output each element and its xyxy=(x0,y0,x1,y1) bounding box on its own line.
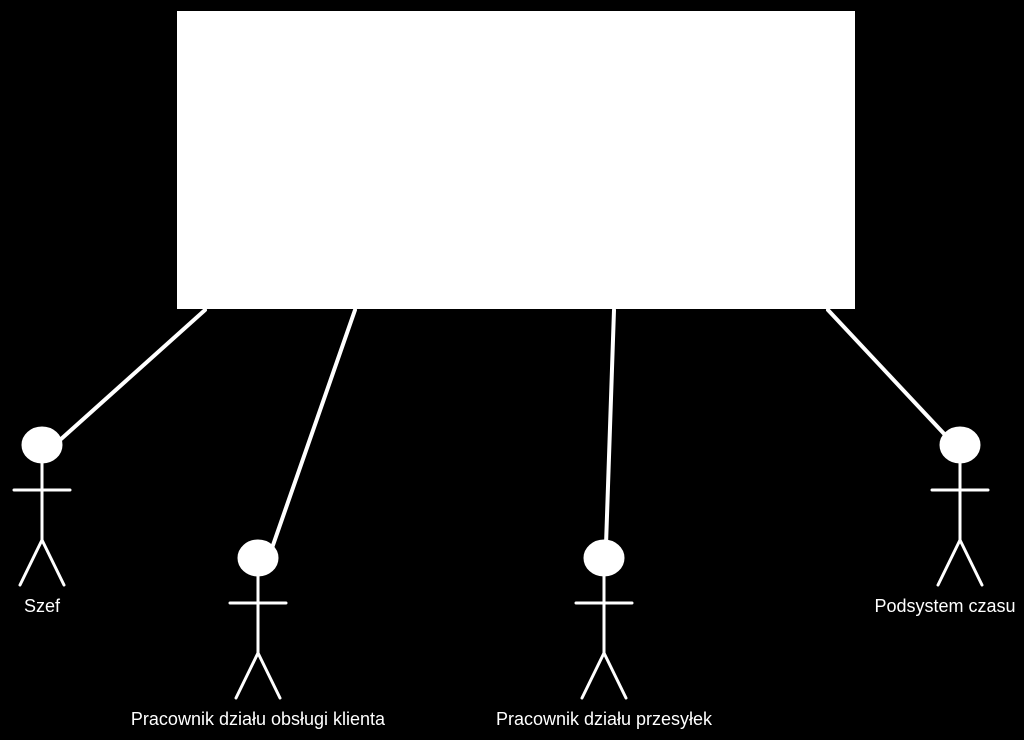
actor-label-pracownik-przesyle: Pracownik działu przesyłek xyxy=(496,709,713,729)
actor-head-icon xyxy=(239,541,277,575)
actor-head-icon xyxy=(941,428,979,462)
actor-label-pracownik-obslugi: Pracownik działu obsługi klienta xyxy=(131,709,386,729)
actor-head-icon xyxy=(23,428,61,462)
actor-label-podsystem-czasu: Podsystem czasu xyxy=(874,596,1015,616)
actor-head-icon xyxy=(585,541,623,575)
use-case-diagram: Szef Pracownik działu obsługi klienta Prac… xyxy=(0,0,1024,740)
system-boundary xyxy=(176,10,856,310)
actor-label-szef: Szef xyxy=(24,596,61,616)
